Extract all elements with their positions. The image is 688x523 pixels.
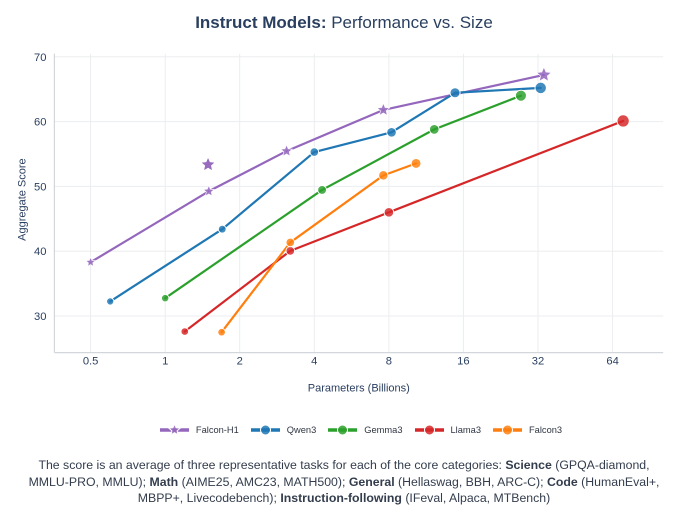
svg-text:60: 60	[34, 117, 46, 129]
svg-text:Parameters (Billions): Parameters (Billions)	[308, 383, 410, 395]
svg-text:32: 32	[532, 356, 544, 368]
svg-text:2: 2	[237, 356, 243, 368]
svg-text:Aggregate Score: Aggregate Score	[17, 158, 29, 241]
svg-text:8: 8	[386, 356, 392, 368]
svg-text:64: 64	[606, 356, 618, 368]
svg-text:70: 70	[34, 52, 46, 64]
svg-text:16: 16	[457, 356, 469, 368]
svg-text:40: 40	[34, 246, 46, 258]
svg-text:0.5: 0.5	[83, 356, 99, 368]
svg-text:50: 50	[34, 181, 46, 193]
svg-text:1: 1	[162, 356, 168, 368]
svg-text:4: 4	[311, 356, 317, 368]
svg-text:30: 30	[34, 311, 46, 323]
